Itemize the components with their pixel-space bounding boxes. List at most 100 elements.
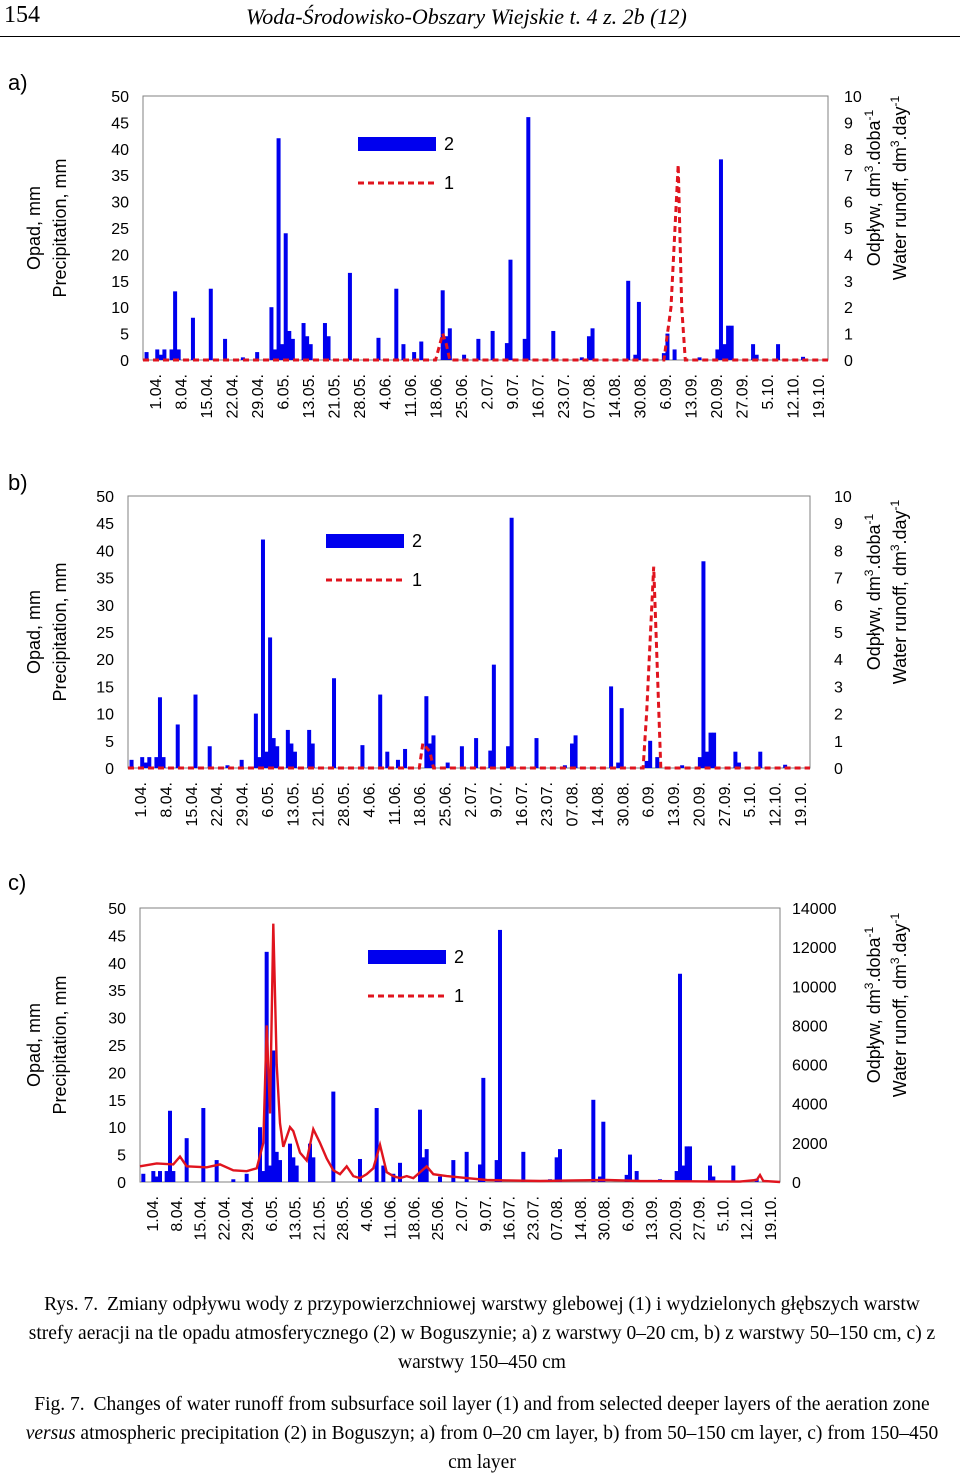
precip-bar (704, 751, 709, 768)
precip-bar (255, 352, 260, 360)
precip-bar (551, 330, 556, 360)
left-tick-label: 35 (111, 168, 129, 185)
precip-bar (173, 291, 178, 360)
precip-bar (633, 354, 638, 360)
legend-label: 2 (444, 134, 454, 154)
x-tick-label: 6.05. (276, 374, 293, 410)
precip-bar (474, 738, 479, 768)
precip-bar (708, 732, 713, 768)
x-tick-label: 19.10. (811, 374, 828, 418)
right-tick-label: 4000 (792, 1097, 828, 1114)
precip-bar (697, 757, 702, 768)
right-axis-title: Odpływ, dm3.doba-1 (862, 109, 884, 266)
x-tick-label: 6.05. (260, 782, 277, 818)
right-tick-label: 6000 (792, 1058, 828, 1075)
x-tick-label: 16.07. (531, 374, 548, 418)
chart-panel-c: c) 0 5 10 15 20 25 30 35 40 45 50 0 2000 4000 6000 8000… (0, 870, 960, 1280)
precip-bar (280, 344, 285, 360)
unit-superscript: 3 (888, 544, 902, 551)
precip-bar (504, 343, 509, 360)
left-axis-title: Opad, mm (24, 590, 44, 674)
precip-bar (376, 337, 381, 360)
precip-bar (164, 1171, 169, 1182)
precip-bar (168, 1110, 172, 1182)
x-tick-label: 20.09. (668, 1196, 685, 1240)
legend-label: 2 (412, 531, 422, 551)
precip-bar (378, 694, 383, 768)
right-axis-title: Water runoff, dm3.day-1 (888, 912, 910, 1097)
left-tick-label: 30 (111, 195, 129, 212)
precip-bar (424, 696, 429, 768)
precip-bar (754, 354, 759, 360)
right-axis-title-part: Water runoff, dm (890, 964, 910, 1097)
precip-bar (231, 1179, 236, 1182)
precip-bar (403, 748, 408, 768)
left-axis-title: Opad, mm (24, 1003, 44, 1087)
precip-bar (271, 1050, 276, 1182)
x-tick-label: 21.05. (311, 782, 328, 826)
precip-bar (722, 344, 727, 360)
right-axis-title: Water runoff, dm3.day-1 (888, 95, 910, 280)
precip-bar (274, 1151, 279, 1182)
legend-bar-swatch (368, 950, 446, 964)
left-axis-title: Precipitation, mm (50, 562, 70, 701)
panel-label: a) (8, 70, 28, 95)
caption-label: Rys. 7. (44, 1294, 99, 1315)
precip-bar (445, 762, 450, 768)
right-axis-title-part: Water runoff, dm (890, 147, 910, 280)
precip-bar (419, 341, 424, 360)
precip-bar (490, 330, 495, 360)
unit-superscript: -1 (888, 95, 902, 106)
x-tick-label: 28.05. (352, 374, 369, 418)
x-tick-label: 8.04. (174, 374, 191, 410)
precip-bar (289, 743, 294, 768)
x-tick-label: 5.10. (715, 1196, 732, 1232)
precip-bar (447, 328, 452, 360)
precip-bar (758, 751, 763, 768)
precip-bar (311, 1157, 316, 1182)
panel-label: c) (8, 870, 27, 895)
x-tick-label: 6.09. (620, 1196, 637, 1232)
precip-bar (729, 325, 734, 360)
precip-bar (273, 349, 278, 360)
precip-bar (395, 759, 400, 768)
x-tick-label: 19.10. (763, 1196, 780, 1240)
precip-bar (268, 637, 273, 768)
left-tick-label: 35 (108, 983, 126, 1000)
precip-bar (715, 349, 720, 360)
left-tick-label: 15 (108, 1093, 126, 1110)
precip-bar (190, 317, 195, 360)
left-tick-label: 20 (111, 247, 129, 264)
left-tick-label: 0 (105, 761, 114, 778)
precip-bar (438, 1176, 442, 1182)
chart-c: 0 5 10 15 20 25 30 35 40 45 50 0 2000 4000 6000 8000 100… (24, 901, 910, 1240)
caption-text: atmospheric precipitation (2) in Boguszy… (80, 1423, 939, 1473)
precip-bar (278, 1160, 282, 1182)
precip-bar (684, 1146, 689, 1182)
precip-bar (609, 686, 614, 768)
right-tick-label: 5 (834, 625, 843, 642)
precip-bar (751, 344, 756, 360)
precip-bar (257, 757, 262, 768)
right-axis-title-part: Odpływ, dm (864, 576, 884, 670)
x-tick-label: 1.04. (148, 374, 165, 410)
precip-bar (158, 1171, 162, 1182)
precip-bar (648, 740, 653, 768)
precip-bar (391, 1173, 396, 1182)
precip-bar (331, 1091, 336, 1182)
unit-superscript: 3 (888, 140, 902, 147)
right-axis-title-part: Odpływ, dm (864, 172, 884, 266)
x-tick-label: 25.06. (454, 374, 471, 418)
precip-bar (418, 1109, 422, 1182)
precip-bar (451, 1160, 456, 1182)
precip-bar (253, 713, 258, 768)
legend-label: 2 (454, 947, 464, 967)
precip-bar (619, 708, 624, 768)
x-tick-label: 21.05. (327, 374, 344, 418)
header-rule (0, 36, 960, 37)
precip-bar (290, 338, 295, 360)
precip-bar (326, 336, 331, 360)
precip-bar (616, 762, 621, 768)
precip-bar (398, 1162, 402, 1182)
precip-bar (678, 973, 682, 1182)
